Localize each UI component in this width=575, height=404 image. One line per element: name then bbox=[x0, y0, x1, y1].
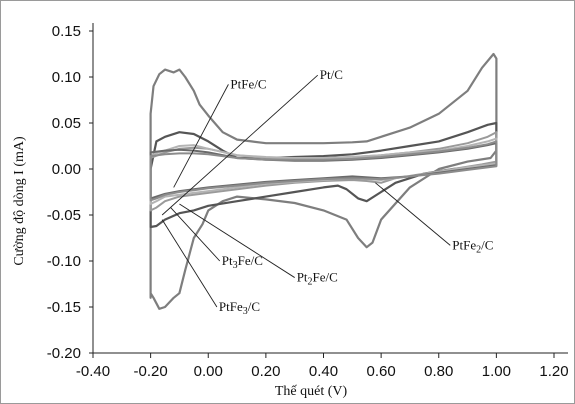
x-tick-label: 0.60 bbox=[367, 363, 396, 380]
annotation-label: PtFe3/C bbox=[219, 299, 260, 317]
y-tick-label: 0.00 bbox=[52, 161, 81, 178]
annotation-leader bbox=[174, 84, 229, 187]
x-tick-label: 0.00 bbox=[194, 363, 223, 380]
y-tick-label: -0.15 bbox=[47, 299, 81, 316]
x-tick-label: 1.20 bbox=[539, 363, 568, 380]
axes-layer: -0.40 -0.20 0.00 0.20 0.40 0.60 0.80 1.00 1.200.… bbox=[47, 23, 569, 380]
x-tick-label: -0.20 bbox=[134, 363, 168, 380]
y-tick-label: 0.10 bbox=[52, 69, 81, 86]
y-axis-label: Cường độ dòng I (mA) bbox=[12, 136, 27, 266]
annotation-label: Pt/C bbox=[320, 67, 343, 82]
x-tick-label: 0.80 bbox=[424, 363, 453, 380]
y-tick-label: 0.15 bbox=[52, 23, 81, 40]
x-tick-label: 0.40 bbox=[309, 363, 338, 380]
annotation-leader bbox=[162, 220, 217, 307]
y-tick-label: -0.20 bbox=[47, 345, 81, 362]
y-tick-label: 0.05 bbox=[52, 115, 81, 132]
x-tick-label: -0.40 bbox=[76, 363, 110, 380]
annotation-label: Pt3Fe/C bbox=[222, 253, 263, 271]
annotation-label: PtFe/C bbox=[230, 76, 266, 91]
y-tick-label: -0.10 bbox=[47, 253, 81, 270]
annotation-leader bbox=[171, 208, 220, 261]
annotation-label: Pt2Fe/C bbox=[297, 270, 338, 288]
x-tick-label: 1.00 bbox=[482, 363, 511, 380]
y-tick-label: -0.05 bbox=[47, 207, 81, 224]
x-tick-label: 0.20 bbox=[251, 363, 280, 380]
annotation-label: PtFe2/C bbox=[452, 237, 493, 255]
x-axis-label: Thế quét (V) bbox=[275, 384, 348, 399]
